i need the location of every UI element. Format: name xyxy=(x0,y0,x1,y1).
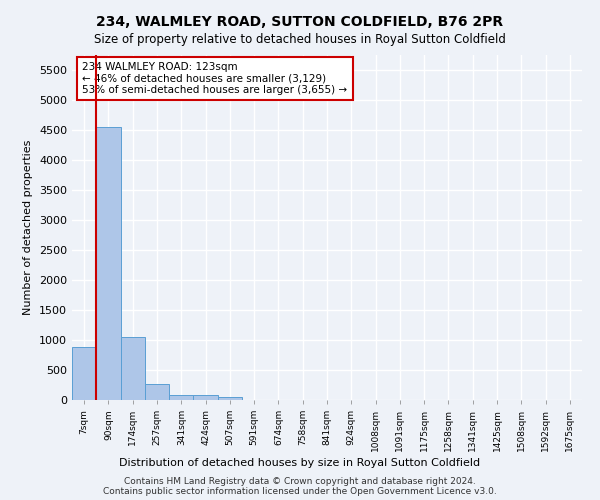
Text: Distribution of detached houses by size in Royal Sutton Coldfield: Distribution of detached houses by size … xyxy=(119,458,481,468)
Bar xyxy=(72,347,96,400)
Bar xyxy=(96,127,121,400)
Bar xyxy=(145,384,169,400)
Y-axis label: Number of detached properties: Number of detached properties xyxy=(23,140,34,315)
Text: 234, WALMLEY ROAD, SUTTON COLDFIELD, B76 2PR: 234, WALMLEY ROAD, SUTTON COLDFIELD, B76… xyxy=(97,15,503,29)
Bar xyxy=(193,395,218,400)
Bar xyxy=(218,397,242,400)
Text: Size of property relative to detached houses in Royal Sutton Coldfield: Size of property relative to detached ho… xyxy=(94,32,506,46)
Bar xyxy=(121,337,145,400)
Text: Contains HM Land Registry data © Crown copyright and database right 2024.: Contains HM Land Registry data © Crown c… xyxy=(124,478,476,486)
Text: 234 WALMLEY ROAD: 123sqm
← 46% of detached houses are smaller (3,129)
53% of sem: 234 WALMLEY ROAD: 123sqm ← 46% of detach… xyxy=(82,62,347,95)
Text: Contains public sector information licensed under the Open Government Licence v3: Contains public sector information licen… xyxy=(103,488,497,496)
Bar xyxy=(169,394,193,400)
